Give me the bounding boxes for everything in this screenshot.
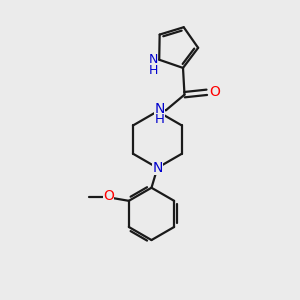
- Text: N: N: [152, 161, 163, 175]
- Text: O: O: [210, 85, 220, 99]
- Text: N: N: [154, 102, 165, 116]
- Text: O: O: [103, 189, 114, 203]
- Text: H: H: [155, 113, 165, 126]
- Text: H: H: [148, 64, 158, 76]
- Text: N: N: [148, 53, 158, 66]
